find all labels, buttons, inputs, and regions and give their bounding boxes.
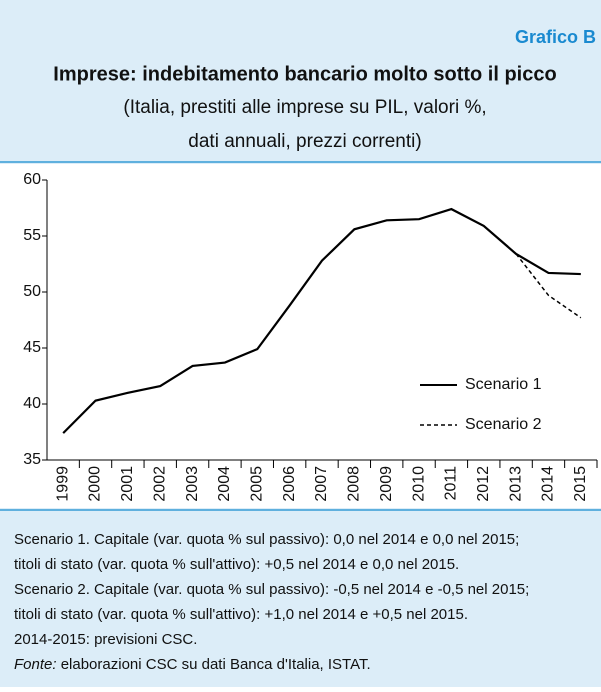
y-tick-label: 55 xyxy=(23,227,41,244)
subtitle: dati annuali, prezzi correnti) xyxy=(188,131,421,152)
y-tick-label: 40 xyxy=(23,395,41,412)
y-tick-label: 35 xyxy=(23,451,41,468)
source-label: Fonte: xyxy=(14,656,57,673)
x-tick-label: 2004 xyxy=(216,466,233,502)
note-line: 2014-2015: previsioni CSC. xyxy=(14,631,197,648)
note-line: Scenario 1. Capitale (var. quota % sul p… xyxy=(14,531,519,548)
x-tick-label: 2011 xyxy=(443,466,460,501)
note-line: Scenario 2. Capitale (var. quota % sul p… xyxy=(14,581,529,598)
chart-title: Imprese: indebitamento bancario molto so… xyxy=(53,63,556,85)
source: Fonte: elaborazioni CSC su dati Banca d'… xyxy=(14,656,371,673)
header-label: Grafico B xyxy=(515,27,596,47)
x-tick-label: 2000 xyxy=(87,466,104,502)
y-tick-label: 45 xyxy=(23,339,41,356)
y-tick-label: 60 xyxy=(23,171,41,188)
x-tick-label: 2008 xyxy=(346,466,363,502)
subtitle: (Italia, prestiti alle imprese su PIL, v… xyxy=(123,97,486,118)
series-line xyxy=(515,253,582,319)
series-line xyxy=(62,207,581,434)
x-tick-label: 2002 xyxy=(151,466,168,502)
y-tick-label: 50 xyxy=(23,283,41,300)
x-tick-label: 2015 xyxy=(572,466,589,502)
source-text: elaborazioni CSC su dati Banca d'Italia,… xyxy=(57,656,371,673)
x-tick-label: 2001 xyxy=(119,466,136,502)
legend-label: Scenario 2 xyxy=(465,416,542,433)
note-line: titoli di stato (var. quota % sull'attiv… xyxy=(14,606,468,623)
legend-label: Scenario 1 xyxy=(465,376,542,393)
x-tick-label: 2010 xyxy=(410,466,427,502)
x-tick-label: 2003 xyxy=(184,466,201,502)
x-tick-label: 2012 xyxy=(475,466,492,502)
x-tick-label: 2007 xyxy=(313,466,330,502)
x-tick-label: 2009 xyxy=(378,466,395,502)
note-line: titoli di stato (var. quota % sull'attiv… xyxy=(14,556,459,573)
x-tick-label: 2014 xyxy=(540,466,557,502)
plot-background xyxy=(0,164,601,508)
x-tick-label: 2013 xyxy=(507,466,524,502)
notes: Scenario 1. Capitale (var. quota % sul p… xyxy=(14,531,529,648)
x-tick-label: 2006 xyxy=(281,466,298,502)
x-tick-label: 1999 xyxy=(54,466,71,502)
x-tick-label: 2005 xyxy=(249,466,266,502)
